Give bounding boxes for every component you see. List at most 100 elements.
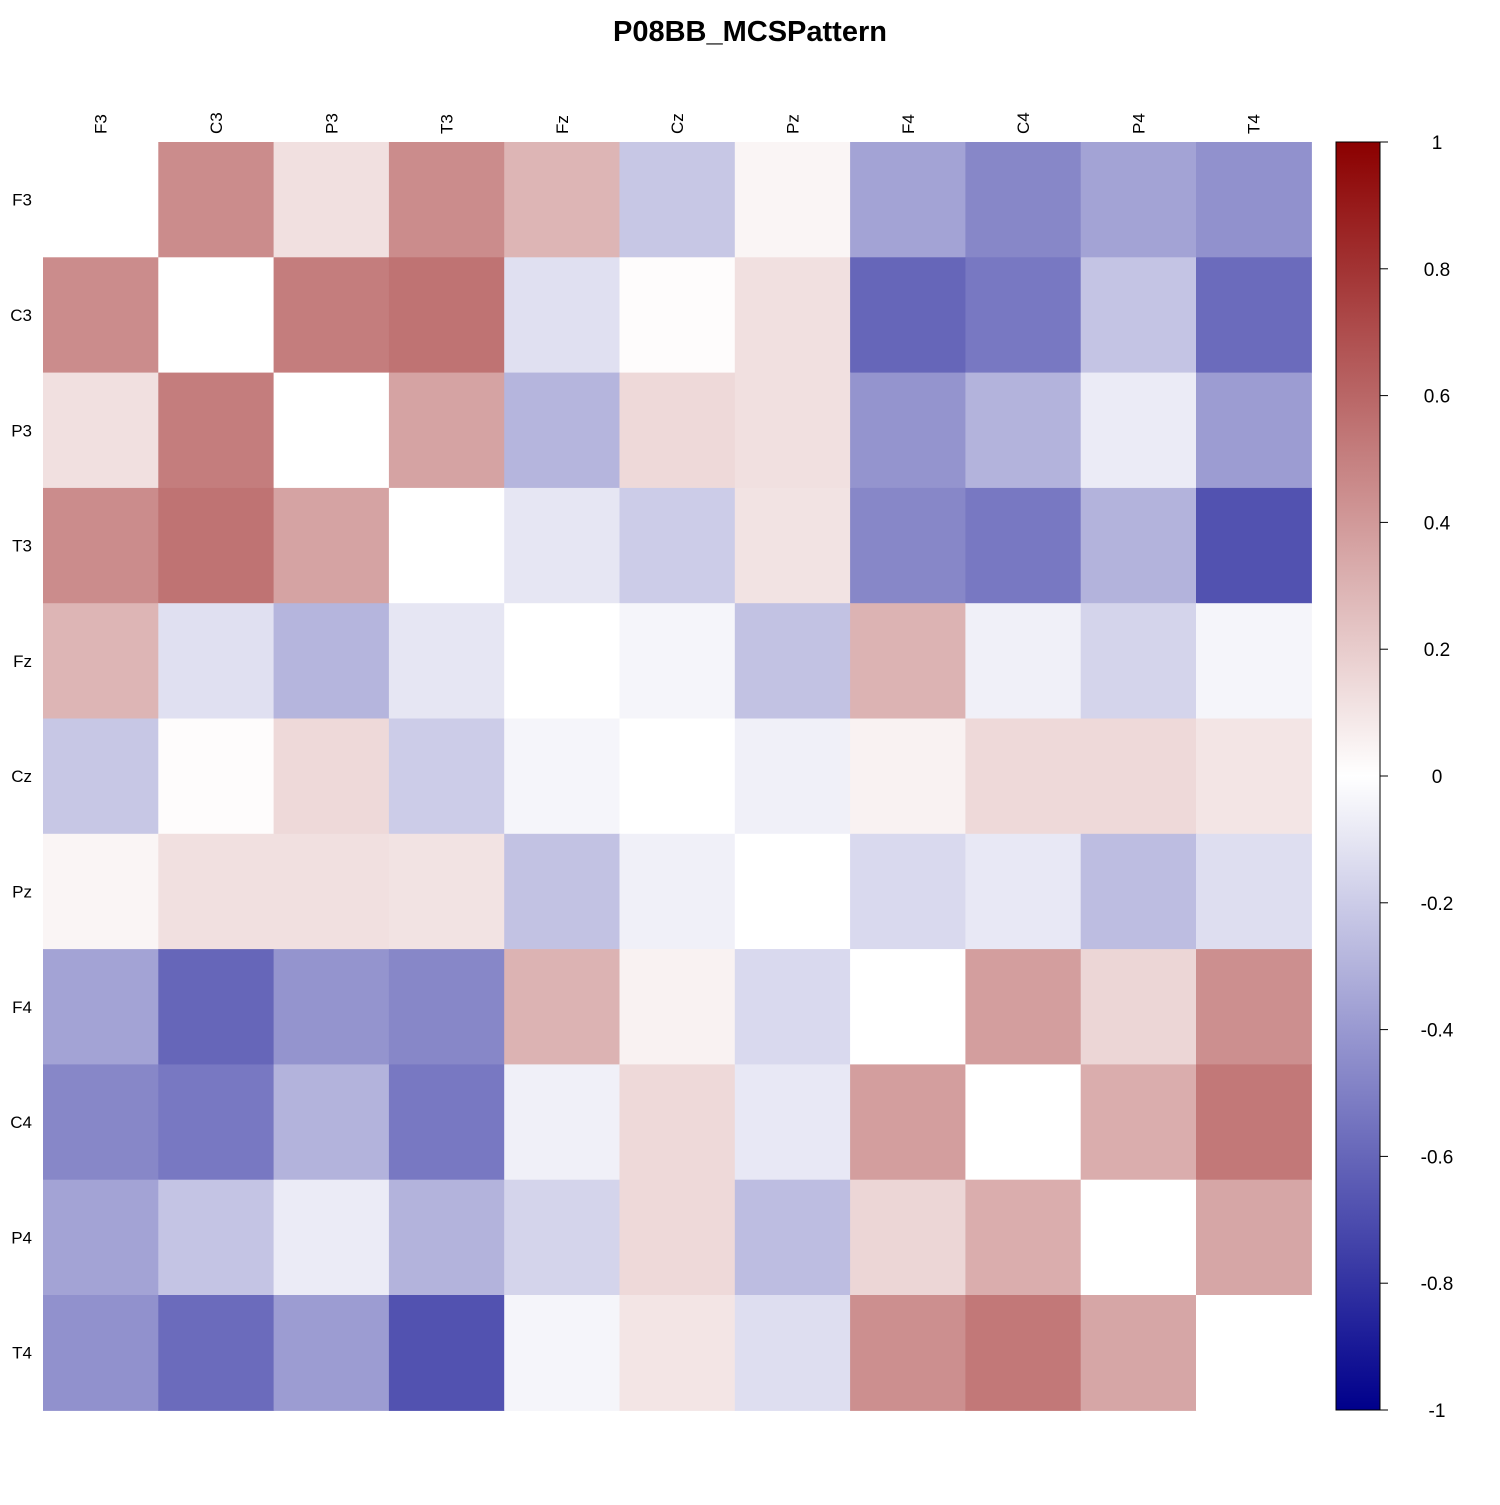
heatmap-cell-P3-P4	[1080, 372, 1197, 489]
heatmap-cell-F3-F4	[850, 142, 966, 258]
colorbar-tick-label: 0.6	[1424, 387, 1450, 408]
heatmap-cell-T4-F4	[850, 1295, 966, 1411]
heatmap-cell-T4-Pz	[734, 1295, 851, 1411]
heatmap-cell-P3-T4	[1196, 372, 1312, 489]
column-label-Pz: Pz	[783, 114, 802, 134]
heatmap-cell-C3-C3	[158, 257, 275, 374]
heatmap-cell-F4-F4	[850, 949, 966, 1065]
heatmap-cell-P3-F3	[43, 372, 159, 489]
heatmap-cell-Cz-T3	[388, 718, 505, 835]
heatmap-cell-Cz-C3	[158, 718, 275, 835]
heatmap-cell-T3-C4	[965, 487, 1082, 604]
row-label-T3: T3	[12, 537, 32, 556]
heatmap-cell-F4-P3	[273, 949, 390, 1065]
heatmap-cell-F4-P4	[1080, 949, 1197, 1065]
heatmap-cell-C4-P4	[1080, 1064, 1197, 1181]
column-label-C4: C4	[1014, 112, 1033, 134]
colorbar-tick-label: -0.8	[1421, 1274, 1454, 1295]
heatmap-cell-F3-T4	[1196, 142, 1312, 258]
heatmap-cell-P3-Cz	[619, 372, 736, 489]
heatmap-cell-F3-Cz	[619, 142, 736, 258]
heatmap-cell-Cz-Fz	[504, 718, 621, 835]
heatmap-cell-C3-Pz	[734, 257, 851, 374]
row-labels: F3 C3 P3 T3 Fz Cz Pz F4 C4 P4 T4	[10, 191, 32, 1363]
colorbar-tick-label: 0	[1432, 767, 1443, 788]
heatmap-cell-C4-F3	[43, 1064, 159, 1181]
heatmap-cell-F4-T4	[1196, 949, 1312, 1065]
heatmap-cell-Pz-Fz	[504, 833, 621, 950]
heatmap-cell-Fz-P4	[1080, 603, 1197, 720]
row-label-F4: F4	[12, 998, 32, 1017]
heatmap-cell-P4-Pz	[734, 1179, 851, 1296]
heatmap-cell-Fz-F4	[850, 603, 966, 720]
row-label-Fz: Fz	[13, 652, 32, 671]
heatmap-cell-T3-Pz	[734, 487, 851, 604]
heatmap-cell-F3-Fz	[504, 142, 621, 258]
chart-title: P08BB_MCSPattern	[613, 16, 887, 48]
heatmap-cell-F3-T3	[388, 142, 505, 258]
heatmap-cell-T4-F3	[43, 1295, 159, 1411]
heatmap-cell-Pz-F4	[850, 833, 966, 950]
heatmap-cell-C4-Pz	[734, 1064, 851, 1181]
heatmap-cell-T4-P4	[1080, 1295, 1197, 1411]
heatmap-cell-Fz-Fz	[504, 603, 621, 720]
heatmap-cell-Cz-Cz	[619, 718, 736, 835]
heatmap-cell-P4-P4	[1080, 1179, 1197, 1296]
heatmap-cells	[43, 142, 1312, 1411]
heatmap-cell-F4-F3	[43, 949, 159, 1065]
heatmap-cell-C3-Cz	[619, 257, 736, 374]
heatmap-cell-P3-F4	[850, 372, 966, 489]
heatmap-cell-C4-Cz	[619, 1064, 736, 1181]
heatmap-cell-Pz-T4	[1196, 833, 1312, 950]
heatmap-cell-C3-F4	[850, 257, 966, 374]
heatmap-cell-P4-T4	[1196, 1179, 1312, 1296]
heatmap-cell-Pz-C3	[158, 833, 275, 950]
row-label-C3: C3	[10, 306, 32, 325]
heatmap-cell-Cz-P3	[273, 718, 390, 835]
heatmap-cell-T4-P3	[273, 1295, 390, 1411]
colorbar-tick-label: -1	[1429, 1401, 1446, 1422]
heatmap-cell-T4-C3	[158, 1295, 275, 1411]
heatmap-cell-F4-C4	[965, 949, 1082, 1065]
column-label-T4: T4	[1245, 114, 1264, 134]
heatmap-cell-Pz-F3	[43, 833, 159, 950]
heatmap-cell-C4-C4	[965, 1064, 1082, 1181]
heatmap-cell-F3-C3	[158, 142, 275, 258]
heatmap-cell-T4-C4	[965, 1295, 1082, 1411]
heatmap-cell-T4-T3	[388, 1295, 505, 1411]
heatmap-cell-P4-C4	[965, 1179, 1082, 1296]
heatmap-cell-Cz-Pz	[734, 718, 851, 835]
heatmap-cell-C3-P3	[273, 257, 390, 374]
heatmap-cell-T3-T4	[1196, 487, 1312, 604]
colorbar: 1 0.8 0.6 0.4 0.2 0 -0.2 -0.4 -0.6 -0.8 -1	[1335, 133, 1454, 1422]
heatmap-cell-T4-Cz	[619, 1295, 736, 1411]
colorbar-tick-label: 1	[1432, 133, 1443, 154]
heatmap-cell-Fz-F3	[43, 603, 159, 720]
heatmap-cell-P3-Pz	[734, 372, 851, 489]
heatmap-cell-F3-F3	[43, 142, 159, 258]
heatmap-cell-Fz-Cz	[619, 603, 736, 720]
row-label-P4: P4	[11, 1228, 32, 1247]
heatmap-cell-C3-T4	[1196, 257, 1312, 374]
heatmap-cell-P4-C3	[158, 1179, 275, 1296]
heatmap-cell-Fz-T3	[388, 603, 505, 720]
heatmap-cell-T3-P4	[1080, 487, 1197, 604]
heatmap-cell-Pz-Pz	[734, 833, 851, 950]
heatmap-cell-T3-C3	[158, 487, 275, 604]
heatmap-cell-T3-Cz	[619, 487, 736, 604]
row-label-T4: T4	[12, 1344, 32, 1363]
heatmap-cell-T3-T3	[388, 487, 505, 604]
heatmap-cell-T3-F3	[43, 487, 159, 604]
heatmap-cell-Cz-F4	[850, 718, 966, 835]
column-label-P4: P4	[1129, 113, 1148, 134]
heatmap-cell-Cz-C4	[965, 718, 1082, 835]
heatmap-cell-C4-F4	[850, 1064, 966, 1181]
heatmap-cell-T4-Fz	[504, 1295, 621, 1411]
column-label-P3: P3	[322, 113, 341, 134]
heatmap-cell-F3-P3	[273, 142, 390, 258]
heatmap-cell-C4-T3	[388, 1064, 505, 1181]
heatmap-cell-T3-P3	[273, 487, 390, 604]
heatmap-cell-Pz-Cz	[619, 833, 736, 950]
